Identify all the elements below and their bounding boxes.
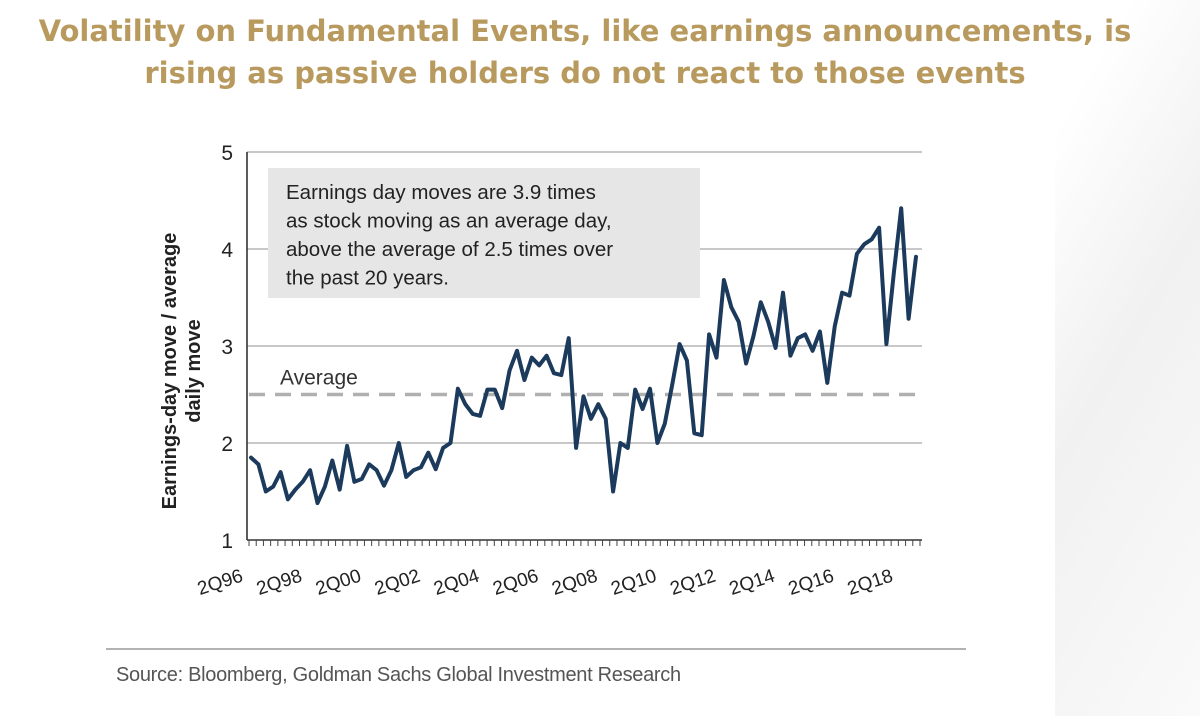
x-tick-label: 2Q16 [786,566,837,600]
headline-line-1: Volatility on Fundamental Events, like e… [38,14,1132,48]
x-tick-label: 2Q98 [254,566,305,600]
x-tick-label: 2Q04 [431,565,482,599]
x-tick-label: 2Q12 [668,566,719,600]
average-label: Average [280,367,358,390]
annotation-text-line: Earnings day moves are 3.9 times [286,181,596,204]
y-tick-label: 1 [221,530,233,553]
x-tick-label: 2Q18 [845,566,896,600]
headline: Volatility on Fundamental Events, like e… [0,10,1170,94]
y-tick-label: 5 [221,142,233,165]
y-tick-label: 4 [221,239,233,262]
x-tick-label: 2Q06 [490,566,541,600]
annotation-box [268,168,700,298]
x-tick-label: 2Q02 [372,566,423,600]
source-note: Source: Bloomberg, Goldman Sachs Global … [116,664,681,686]
x-tick-label: 2Q14 [727,565,778,599]
y-tick-label: 2 [221,433,233,456]
annotation-text-line: the past 20 years. [286,267,449,290]
x-tick-label: 2Q10 [609,566,660,600]
x-tick-label: 2Q08 [549,566,600,600]
x-tick-label: 2Q96 [195,566,246,600]
headline-line-2: rising as passive holders do not react t… [144,56,1026,90]
y-axis-label-line-2: daily move [183,319,205,422]
chart-card: 1 2 3 4 5 2Q96 2Q98 2Q00 2Q02 2Q04 2Q06 2Q08 2Q10 2Q1… [90,128,1055,716]
annotation-text-line: above the average of 2.5 times over [286,238,613,261]
x-tick-label: 2Q00 [313,566,364,600]
y-axis-label-line-1: Earnings-day move / average [159,233,181,510]
annotation-text-line: as stock moving as an average day, [286,210,612,233]
y-tick-label: 3 [221,336,233,359]
